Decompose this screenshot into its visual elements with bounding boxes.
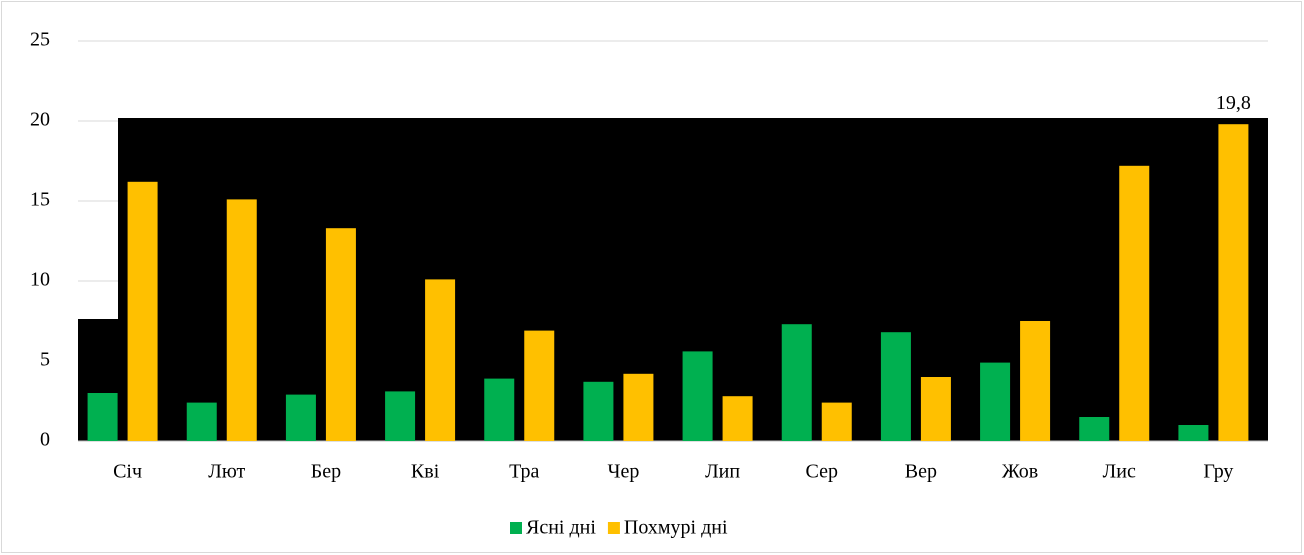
bar <box>226 199 257 441</box>
x-tick-label: Вер <box>905 461 937 483</box>
bar <box>186 402 217 441</box>
bar <box>682 351 713 441</box>
bar <box>1079 417 1110 441</box>
x-tick-label: Лис <box>1103 461 1136 483</box>
bar <box>1119 165 1150 442</box>
y-tick-label: 15 <box>30 189 50 211</box>
y-tick-label: 10 <box>30 269 50 291</box>
bar <box>880 332 911 441</box>
bar <box>285 394 316 441</box>
bar <box>1218 124 1249 441</box>
plot-background <box>78 118 1268 441</box>
legend-swatch <box>510 522 522 534</box>
y-tick-label: 25 <box>30 29 50 51</box>
bar <box>1020 321 1051 441</box>
legend-swatch <box>607 522 620 534</box>
x-tick-label: Лип <box>705 461 740 483</box>
bar <box>484 378 515 441</box>
data-label: 19,8 <box>1216 92 1251 114</box>
y-tick-label: 0 <box>40 429 50 451</box>
bar <box>980 362 1011 441</box>
x-tick-label: Чер <box>607 461 639 483</box>
x-tick-label: Січ <box>113 461 142 483</box>
bar <box>425 279 456 441</box>
bar <box>781 324 812 441</box>
x-tick-label: Гру <box>1203 461 1233 483</box>
x-tick-label: Лют <box>208 461 245 483</box>
bar <box>524 330 555 441</box>
x-tick-label: Сер <box>806 461 838 483</box>
bar <box>127 181 158 442</box>
legend-label: Похмурі дні <box>624 517 728 539</box>
bar <box>623 373 654 441</box>
bar <box>583 381 614 441</box>
x-tick-label: Жов <box>1002 461 1038 483</box>
y-tick-label: 20 <box>30 109 50 131</box>
bar <box>722 396 753 441</box>
legend-label: Ясні дні <box>526 517 596 539</box>
bar <box>325 228 356 441</box>
bar <box>1178 425 1209 441</box>
bar <box>920 377 951 441</box>
x-tick-label: Тра <box>509 461 539 483</box>
bar <box>87 393 118 441</box>
y-tick-label: 5 <box>40 349 50 371</box>
x-tick-label: Кві <box>411 461 440 483</box>
bar <box>821 402 852 441</box>
x-tick-label: Бер <box>311 461 341 483</box>
bar <box>385 391 416 441</box>
